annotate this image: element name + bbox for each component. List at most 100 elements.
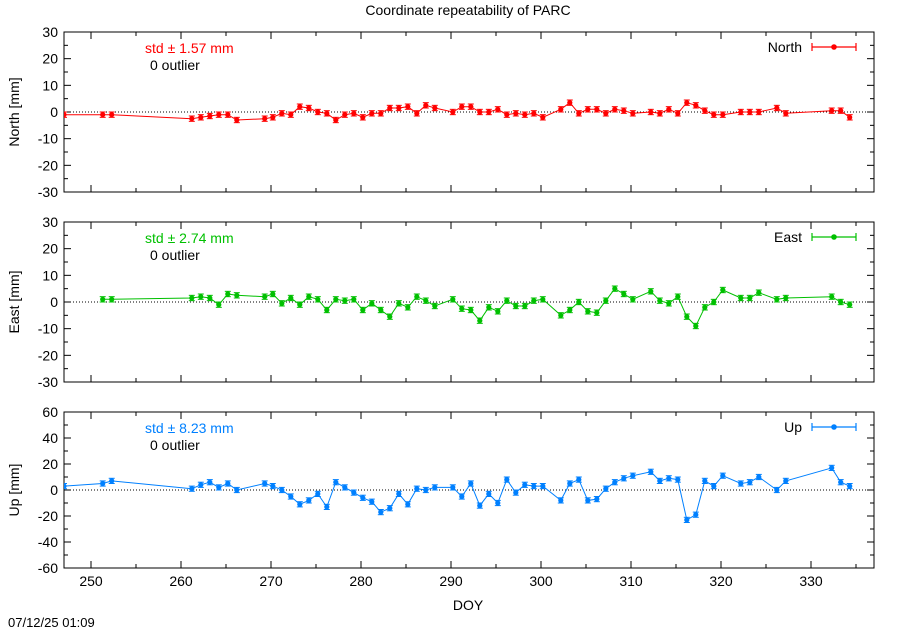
y-tick-label: -30 — [38, 184, 58, 200]
data-point — [359, 114, 366, 121]
data-point — [755, 108, 762, 116]
series-north — [64, 99, 853, 124]
data-point — [710, 298, 717, 306]
data-point — [665, 300, 672, 307]
outlier-annotation: 0 outlier — [150, 437, 200, 453]
data-point — [431, 302, 438, 310]
data-point — [261, 293, 268, 300]
data-point — [710, 483, 717, 490]
data-point — [206, 112, 213, 120]
data-point — [422, 102, 429, 109]
data-point — [108, 296, 115, 303]
data-point — [692, 511, 699, 518]
data-point — [746, 108, 753, 116]
data-point — [674, 293, 681, 300]
data-point — [602, 297, 609, 304]
data-point — [99, 111, 106, 118]
data-point — [404, 103, 411, 110]
data-point — [512, 489, 519, 496]
legend-east: East — [774, 229, 857, 245]
data-point — [620, 107, 627, 114]
data-point — [629, 296, 636, 303]
data-point — [620, 290, 627, 298]
data-point — [656, 477, 663, 484]
data-point — [64, 111, 67, 118]
data-point — [656, 110, 663, 117]
data-point — [278, 110, 285, 117]
data-point — [261, 115, 268, 122]
data-point — [557, 497, 564, 504]
y-tick-label: -20 — [38, 157, 58, 173]
data-point — [377, 110, 384, 117]
data-point — [197, 114, 204, 121]
data-point — [431, 104, 438, 112]
data-point — [647, 468, 654, 475]
data-point — [368, 300, 375, 307]
data-point — [296, 103, 303, 110]
data-point — [188, 485, 195, 492]
std-annotation: std ± 1.57 mm — [145, 40, 234, 56]
data-point — [647, 288, 654, 295]
data-point — [386, 505, 393, 512]
data-point — [683, 99, 690, 106]
data-point — [755, 289, 762, 296]
x-tick-label: 270 — [259, 573, 283, 589]
data-point — [719, 472, 726, 479]
y-tick-label: 0 — [50, 294, 58, 310]
data-point — [521, 481, 528, 488]
data-point — [620, 475, 627, 482]
data-point — [413, 485, 420, 492]
data-point — [737, 480, 744, 487]
data-point — [656, 297, 663, 304]
series-east — [99, 285, 853, 330]
data-point — [575, 110, 582, 117]
data-point — [305, 497, 312, 504]
data-point — [701, 477, 708, 484]
data-point — [224, 480, 231, 487]
y-tick-label: -60 — [38, 560, 58, 576]
data-point — [828, 464, 835, 471]
data-point — [503, 297, 510, 304]
data-point — [782, 294, 789, 302]
data-point — [64, 483, 67, 490]
data-point — [828, 107, 835, 114]
data-point — [746, 479, 753, 486]
data-point — [224, 111, 231, 118]
data-point — [674, 110, 681, 117]
data-point — [108, 111, 115, 118]
y-tick-label: 20 — [42, 241, 58, 257]
series-line — [64, 467, 850, 521]
data-point — [467, 480, 474, 487]
data-point — [530, 483, 537, 490]
data-point — [467, 306, 474, 314]
data-point — [719, 286, 726, 294]
data-point — [395, 300, 402, 307]
data-point — [395, 104, 402, 112]
data-point — [305, 293, 312, 300]
data-point — [449, 108, 456, 116]
data-point — [386, 313, 393, 320]
data-point — [323, 306, 330, 314]
y-tick-label: 60 — [42, 404, 58, 420]
data-point — [530, 297, 537, 304]
y-tick-label: -10 — [38, 131, 58, 147]
data-point — [611, 479, 618, 486]
data-point — [593, 106, 600, 113]
data-point — [341, 484, 348, 491]
panel-north: -30 -20 -10 0 10 20 30 North [mm] std ± 1.57 mm0… — [6, 24, 875, 200]
data-point — [503, 111, 510, 118]
y-tick-label: -10 — [38, 321, 58, 337]
data-point — [837, 298, 844, 306]
data-point — [269, 483, 276, 490]
data-point — [530, 110, 537, 117]
data-point — [233, 486, 240, 494]
data-point — [629, 472, 636, 479]
data-point — [377, 509, 384, 516]
data-point — [413, 110, 420, 117]
data-point — [674, 476, 681, 483]
data-point — [332, 116, 339, 124]
data-point — [188, 294, 195, 302]
y-axis-label: North [mm] — [6, 77, 22, 146]
data-point — [665, 106, 672, 113]
